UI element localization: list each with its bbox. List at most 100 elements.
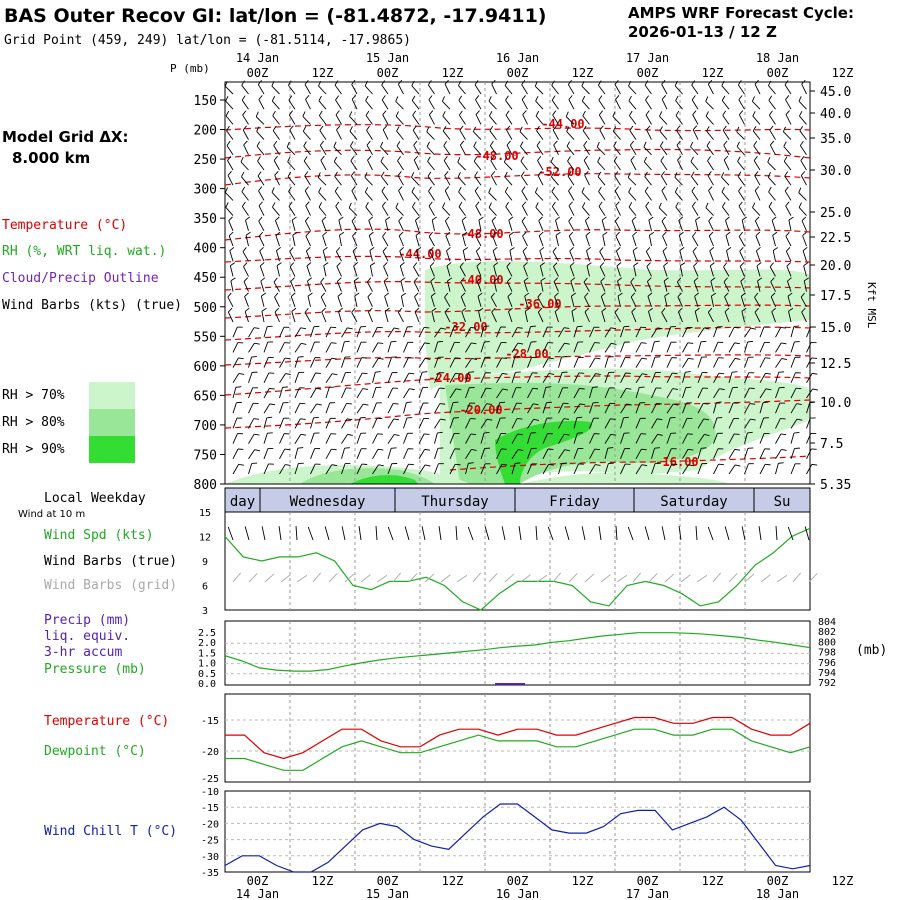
wind-barb-shaft [304,84,311,95]
wind-barb-flag [601,216,607,221]
wind-barb [648,216,654,231]
wind-barb-flag [536,140,541,146]
wind-barb [527,403,539,414]
wind-barb [674,172,683,186]
wind-barb [604,387,615,399]
wind-barb [801,216,807,231]
wind-barb-shaft [478,311,482,323]
wind-barb-shaft [661,84,668,95]
wind-barb-flag [252,387,259,389]
wind-barb [694,307,700,323]
wind-barb [757,277,763,292]
wind-barb [387,387,399,399]
wind-barb [620,416,629,429]
wind-barb-grid-shaft [664,573,675,583]
wind-barb-shaft [449,388,457,399]
wind-barb-shaft [387,357,393,368]
wind-barb-flag [276,262,282,267]
wind-barb-flag [629,125,634,131]
wind-barb-shaft [771,220,776,231]
wind-barb [366,140,373,156]
wind-barb [759,432,770,444]
wind-barb-shaft [769,266,776,277]
wind-barb-flag [360,326,366,328]
wind-barb-flag [306,262,312,267]
wind-barb-shaft [279,402,284,414]
wind-barb-shaft [255,116,265,125]
wind-barb-shaft [240,161,249,171]
wind-barb [304,216,311,232]
wind-barb [589,417,600,429]
wind-barb-flag [334,171,338,177]
legend-temperature: Temperature (°C) [2,218,128,233]
wind-barb-shaft [260,296,265,307]
legend-rh: RH (%, WRT liq. wat.) [2,244,167,259]
wind-barb-flag [506,140,511,146]
wind-barb [384,292,390,307]
wind-barb-flag [733,326,740,329]
wind-barb-shaft [397,175,404,186]
wind-barb-flag [274,171,279,176]
wind-barb-shaft [271,100,280,110]
wind-barb-shaft [279,464,286,475]
wind-barb [552,110,559,125]
wind-barb-shaft [263,357,269,368]
wind-barb-grid-shaft [360,574,371,583]
wind-barb-flag [321,216,327,221]
wind-barb-shaft [558,356,562,368]
wind-barb-flag [365,95,369,101]
wind-barb-flag [691,80,696,86]
wind-barb-flag [225,95,229,102]
wind-barb-shaft [263,372,270,383]
wind-barb-shaft [372,464,379,475]
wind-barb [258,216,265,232]
wind-barb [434,387,445,399]
wind-barb-grid-shaft [232,572,242,583]
wind-barb-shaft [801,83,807,95]
wind-barb-flag [515,371,521,373]
wind-barb [788,307,794,323]
wind-barb-shaft [418,372,423,383]
wind-barb-flag [259,262,265,267]
wind-barb [615,95,621,110]
wind-barb-shaft [480,403,487,414]
wind-barb [596,141,606,156]
wind-barb-flag [595,373,601,376]
wind-barb [682,433,693,444]
wind-barb-flag [319,125,324,131]
wind-barb-flag [786,246,791,252]
wind-barb [635,464,648,475]
wind-barb [723,155,730,171]
wind-barb-flag [794,447,800,449]
wind-barb [434,463,444,475]
wind-barb-flag [361,463,368,465]
wind-barb-shaft [259,265,265,277]
wind-barb-shaft [537,160,544,171]
wind-barb [767,171,776,186]
wind-barb-flag [599,262,605,267]
wind-barb [542,386,552,399]
wind-barb-flag [381,186,386,192]
wind-barb [645,110,652,125]
wind-barb-flag [659,111,663,117]
wind-barb [728,464,741,475]
wind-barb [511,433,523,444]
wind-barb-shaft [291,311,296,323]
wind-barb-flag [369,247,375,251]
wind-barb-flag [780,327,787,329]
wind-barb-shaft [459,129,466,140]
wind-barb [415,231,421,247]
wind-barb-flag [692,247,697,252]
wind-barb-shaft [287,176,296,186]
wind-barb [356,463,368,475]
wind-barb [443,156,451,171]
wind-barb [260,292,266,307]
wind-barb-true [758,526,762,541]
wind-barb-shaft [520,160,528,171]
wind-barb [294,327,307,338]
wind-barb-shaft [723,266,730,277]
wind-barb [341,447,350,459]
wind-barb-flag [757,277,763,282]
wind-barb-shaft [411,191,420,201]
wind-barb [245,216,250,231]
